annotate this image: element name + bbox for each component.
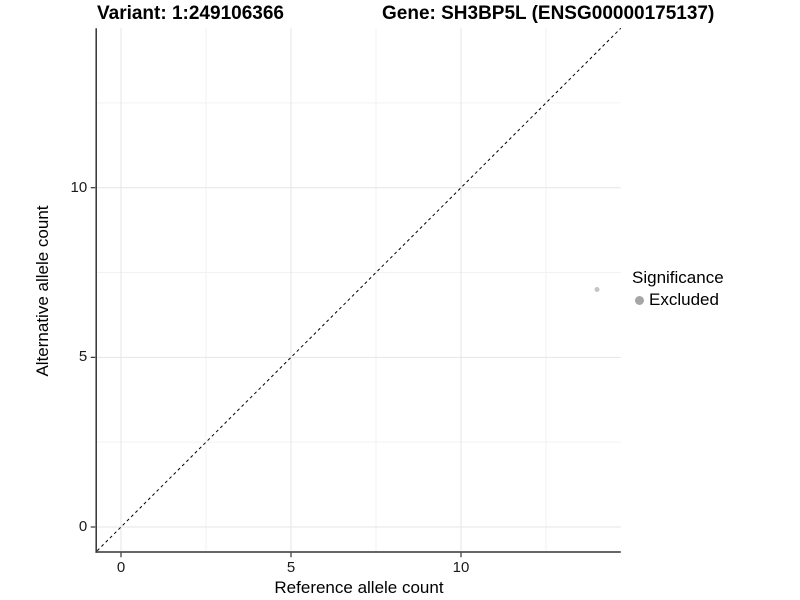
data-point	[594, 286, 600, 292]
plot-title-variant: Variant: 1:249106366	[97, 3, 284, 24]
legend-excluded-dot-icon	[634, 295, 644, 305]
y-tick-label: 0	[78, 518, 88, 535]
x-tick-label: 0	[116, 558, 126, 576]
legend: Significance Excluded	[632, 268, 724, 310]
legend-key	[632, 293, 646, 307]
plot-title-gene: Gene: SH3BP5L (ENSG00000175137)	[382, 3, 715, 24]
legend-item-label: Excluded	[649, 290, 719, 309]
identity-line	[96, 27, 622, 552]
x-tick-label: 10	[452, 558, 470, 576]
y-tick-label: 10	[70, 178, 88, 196]
x-tick-label: 5	[286, 558, 296, 576]
legend-item-excluded: Excluded	[632, 290, 724, 310]
legend-title: Significance	[632, 268, 724, 287]
y-axis-title: Alternative allele count	[33, 205, 52, 377]
y-tick-label: 5	[78, 348, 88, 366]
x-axis-title: Reference allele count	[274, 578, 444, 597]
